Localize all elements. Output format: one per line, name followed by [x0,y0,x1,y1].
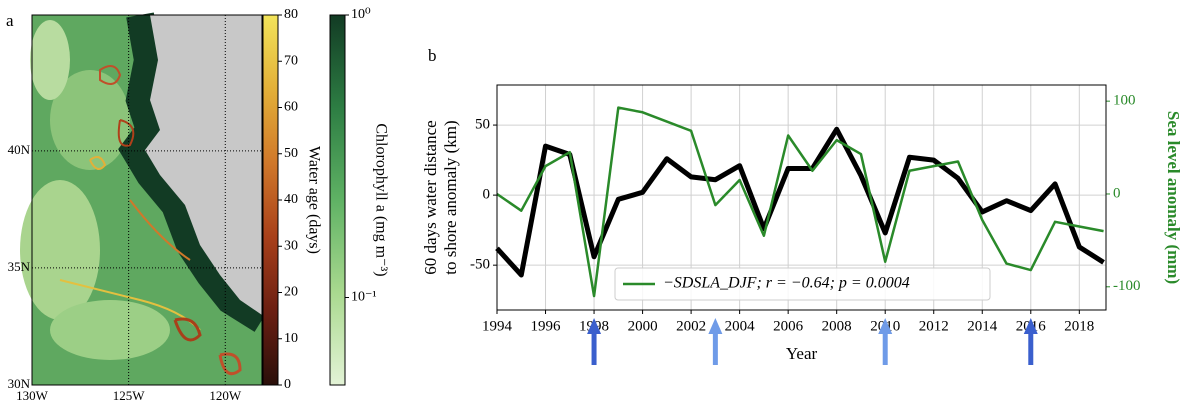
x-tick-label: 2012 [919,318,949,334]
colorbar-tick-label: 40 [284,192,298,207]
y-axis-label: 60 days water distance [421,120,440,274]
arrow-head [708,318,723,334]
y-tick-label: 30N [8,376,31,391]
arrow-head [587,318,602,334]
x-tick-label: 2004 [725,318,756,334]
x-tick-label: 2018 [1064,318,1094,334]
colorbar-tick-label: 50 [284,146,298,161]
figure-content: a 130W 125W 120W 30N 35N 40N 0 10 20 30 40 50 60 70 80 W… [6,7,1183,403]
colorbar-tick-label: 10⁰ [351,7,371,22]
x-tick-label: 1996 [531,318,562,334]
panel-label: b [428,46,437,65]
arrow-head [1023,318,1038,334]
colorbar-tick-label: 60 [284,100,298,115]
colorbar-tick-label: 20 [284,285,298,300]
x-axis-label: Year [786,344,818,363]
x-tick-label: 2008 [822,318,852,334]
y2-tick-label: 0 [1113,185,1121,201]
x-tick-label: 130W [16,388,49,403]
y2-tick-label: -100 [1113,278,1141,294]
map-image [20,12,270,385]
y-tick-label: 0 [483,187,491,203]
colorbar-tick-label: 70 [284,53,298,68]
colorbar [262,14,279,386]
colorbar [329,14,346,386]
colorbar-tick-label: 80 [284,7,298,22]
colorbar-tick-label: 10⁻¹ [351,290,377,305]
x-tick-label: 125W [113,388,146,403]
colorbar-tick-label: 30 [284,238,298,253]
y2-axis-label: Sea level anomaly (mm) [1164,111,1183,284]
series-line [495,126,1105,278]
series-line [496,106,1104,298]
colorbar-label: Chlorophyll a (mg m⁻³) [372,123,389,276]
x-tick-label: 2014 [967,318,998,334]
y-tick-label: -50 [470,257,490,273]
y2-tick-label: 100 [1113,93,1136,109]
y-tick-label: 50 [475,117,490,133]
y-tick-label: 40N [8,142,31,157]
legend-label: −SDSLA_DJF; r = −0.64; p = 0.0004 [663,275,910,292]
y-axis-label: to shore anomaly (km) [441,120,460,274]
x-tick-label: 2006 [773,318,804,334]
colorbar-tick-label: 10 [284,331,298,346]
legend-box [614,267,991,301]
x-tick-label: 1994 [482,318,513,334]
colorbar-label: Water age (days) [305,146,322,254]
colorbar-tick-label: 0 [284,377,291,392]
x-tick-label: 120W [209,388,242,403]
arrow-head [878,318,893,334]
plot-frame [496,84,1107,311]
y-tick-label: 35N [8,259,31,274]
panel-label: a [6,11,14,30]
x-tick-label: 2002 [676,318,706,334]
x-tick-label: 2000 [628,318,658,334]
